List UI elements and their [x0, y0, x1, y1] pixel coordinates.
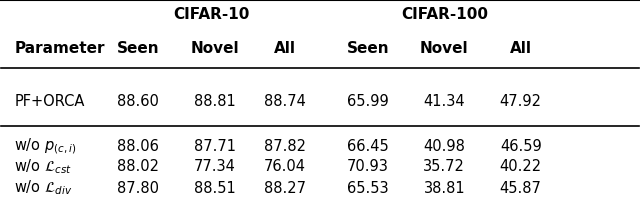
Text: 87.80: 87.80: [117, 181, 159, 196]
Text: 66.45: 66.45: [347, 139, 388, 154]
Text: 77.34: 77.34: [194, 159, 236, 174]
Text: All: All: [274, 41, 296, 56]
Text: 40.98: 40.98: [423, 139, 465, 154]
Text: 88.74: 88.74: [264, 94, 306, 109]
Text: 41.34: 41.34: [424, 94, 465, 109]
Text: 65.99: 65.99: [347, 94, 388, 109]
Text: Novel: Novel: [420, 41, 468, 56]
Text: w/o $\mathcal{L}_{cst}$: w/o $\mathcal{L}_{cst}$: [14, 157, 72, 176]
Text: 87.82: 87.82: [264, 139, 306, 154]
Text: 88.02: 88.02: [117, 159, 159, 174]
Text: 35.72: 35.72: [423, 159, 465, 174]
Text: Seen: Seen: [346, 41, 389, 56]
Text: 40.22: 40.22: [500, 159, 542, 174]
Text: Seen: Seen: [117, 41, 160, 56]
Text: Parameter: Parameter: [14, 41, 104, 56]
Text: 45.87: 45.87: [500, 181, 541, 196]
Text: 88.27: 88.27: [264, 181, 306, 196]
Text: CIFAR-10: CIFAR-10: [173, 7, 250, 22]
Text: 46.59: 46.59: [500, 139, 541, 154]
Text: All: All: [509, 41, 532, 56]
Text: 88.81: 88.81: [194, 94, 236, 109]
Text: 88.06: 88.06: [118, 139, 159, 154]
Text: 70.93: 70.93: [347, 159, 388, 174]
Text: 76.04: 76.04: [264, 159, 306, 174]
Text: CIFAR-100: CIFAR-100: [401, 7, 488, 22]
Text: 47.92: 47.92: [500, 94, 541, 109]
Text: 87.71: 87.71: [194, 139, 236, 154]
Text: 38.81: 38.81: [424, 181, 465, 196]
Text: w/o $\mathcal{L}_{div}$: w/o $\mathcal{L}_{div}$: [14, 179, 72, 197]
Text: 88.51: 88.51: [194, 181, 236, 196]
Text: 65.53: 65.53: [347, 181, 388, 196]
Text: w/o $p_{(c,i)}$: w/o $p_{(c,i)}$: [14, 137, 77, 156]
Text: PF+ORCA: PF+ORCA: [14, 94, 84, 109]
Text: Novel: Novel: [191, 41, 239, 56]
Text: 88.60: 88.60: [118, 94, 159, 109]
